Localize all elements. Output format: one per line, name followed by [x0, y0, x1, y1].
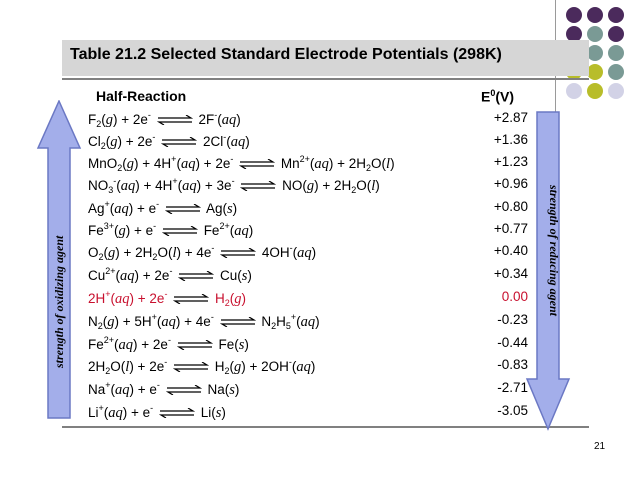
equilibrium-arrow-icon — [164, 204, 201, 215]
dot-icon — [566, 7, 582, 23]
potential-value: +0.34 — [493, 266, 528, 281]
potential-value: +0.80 — [493, 199, 528, 214]
equilibrium-arrow-icon — [176, 340, 213, 351]
potential-value: +2.87 — [493, 110, 528, 125]
half-reaction: MnO2(g) + 4H+(aq) + 2e- Mn2+(aq) + 2H2O(… — [88, 154, 395, 173]
equilibrium-arrow-icon — [173, 294, 210, 305]
potential-value: -0.23 — [497, 312, 528, 327]
half-reaction: F2(g) + 2e- 2F-(aq) — [88, 110, 241, 129]
half-reaction: Na+(aq) + e- Na(s) — [88, 380, 240, 398]
potential-value: 0.00 — [501, 289, 528, 304]
half-reaction: Cl2(g) + 2e- 2Cl-(aq) — [88, 132, 250, 151]
dot-icon — [608, 45, 624, 61]
reducing-strength-arrow-icon — [525, 111, 571, 431]
dot-icon — [587, 64, 603, 80]
potential-value: -3.05 — [497, 403, 528, 418]
equilibrium-arrow-icon — [220, 248, 257, 259]
equilibrium-arrow-icon — [239, 159, 276, 170]
equilibrium-arrow-icon — [161, 226, 198, 237]
dot-icon — [587, 45, 603, 61]
equilibrium-arrow-icon — [178, 271, 215, 282]
potential-value: +1.36 — [493, 132, 528, 147]
table-row: N2(g) + 5H+(aq) + 4e- N2H5+(aq) -0.23 — [88, 312, 528, 332]
equilibrium-arrow-icon — [161, 137, 198, 148]
potential-value: -0.44 — [497, 335, 528, 350]
half-reaction: Cu2+(aq) + 2e- Cu(s) — [88, 266, 252, 284]
half-reaction: N2(g) + 5H+(aq) + 4e- N2H5+(aq) — [88, 312, 320, 331]
dot-icon — [608, 64, 624, 80]
potential-value: +0.96 — [493, 176, 528, 191]
table-row: Fe3+(g) + e- Fe2+(aq) +0.77 — [88, 221, 528, 241]
potential-value: +0.40 — [493, 243, 528, 258]
dot-icon — [608, 26, 624, 42]
equilibrium-arrow-icon — [219, 317, 256, 328]
reducing-agent-label: strength of reducing agent — [547, 185, 561, 317]
oxidizing-strength-arrow-icon — [36, 100, 82, 419]
potential-value: +0.77 — [493, 221, 528, 236]
page-title: Table 21.2 Selected Standard Electrode P… — [70, 46, 502, 63]
divider-top — [62, 78, 589, 80]
title-bar — [62, 40, 589, 76]
header-potential-unit: (V) — [495, 88, 515, 105]
header-potential-symbol: E — [481, 88, 491, 105]
potential-value: +1.23 — [493, 154, 528, 169]
half-reaction: Ag+(aq) + e- Ag(s) — [88, 199, 238, 217]
dot-icon — [566, 26, 582, 42]
equilibrium-arrow-icon — [158, 408, 195, 419]
half-reaction: O2(g) + 2H2O(l) + 4e- 4OH-(aq) — [88, 243, 317, 262]
table-row: NO3-(aq) + 4H+(aq) + 3e- NO(g) + 2H2O(l)… — [88, 176, 528, 196]
dot-icon — [608, 7, 624, 23]
half-reaction: Fe3+(g) + e- Fe2+(aq) — [88, 221, 254, 239]
half-reaction: Fe2+(aq) + 2e- Fe(s) — [88, 335, 249, 353]
table-row: MnO2(g) + 4H+(aq) + 2e- Mn2+(aq) + 2H2O(… — [88, 154, 528, 174]
equilibrium-arrow-icon — [172, 362, 209, 373]
table-row: Cu2+(aq) + 2e- Cu(s) +0.34 — [88, 266, 528, 286]
dot-icon — [566, 83, 582, 99]
table-row: 2H2O(l) + 2e- H2(g) + 2OH-(aq) -0.83 — [88, 357, 528, 377]
half-reaction: NO3-(aq) + 4H+(aq) + 3e- NO(g) + 2H2O(l) — [88, 176, 380, 195]
header-potential: E0(V) — [481, 88, 514, 105]
header-half-reaction: Half-Reaction — [96, 88, 187, 104]
potential-value: -2.71 — [497, 380, 528, 395]
dot-icon — [587, 26, 603, 42]
oxidizing-agent-label: strength of oxidizing agent — [52, 235, 66, 368]
equilibrium-arrow-icon — [156, 115, 193, 126]
divider-bottom — [62, 426, 589, 428]
table-row: Ag+(aq) + e- Ag(s) +0.80 — [88, 199, 528, 219]
table-row: F2(g) + 2e- 2F-(aq) +2.87 — [88, 110, 528, 130]
table-row: Na+(aq) + e- Na(s) -2.71 — [88, 380, 528, 400]
table-row-highlight: 2H+(aq) + 2e- H2(g) 0.00 — [88, 289, 528, 309]
table-row: Cl2(g) + 2e- 2Cl-(aq) +1.36 — [88, 132, 528, 152]
half-reaction: Li+(aq) + e- Li(s) — [88, 403, 226, 421]
half-reaction: 2H+(aq) + 2e- H2(g) — [88, 289, 246, 308]
table-row: Li+(aq) + e- Li(s) -3.05 — [88, 403, 528, 423]
half-reaction: 2H2O(l) + 2e- H2(g) + 2OH-(aq) — [88, 357, 316, 376]
header-potential-sup: 0 — [490, 88, 496, 98]
page-number: 21 — [594, 441, 606, 452]
equilibrium-arrow-icon — [165, 385, 202, 396]
potential-value: -0.83 — [497, 357, 528, 372]
dot-icon — [587, 83, 603, 99]
table-row: O2(g) + 2H2O(l) + 4e- 4OH-(aq) +0.40 — [88, 243, 528, 263]
dot-icon — [608, 83, 624, 99]
table-row: Fe2+(aq) + 2e- Fe(s) -0.44 — [88, 335, 528, 355]
dot-icon — [587, 7, 603, 23]
equilibrium-arrow-icon — [240, 181, 277, 192]
